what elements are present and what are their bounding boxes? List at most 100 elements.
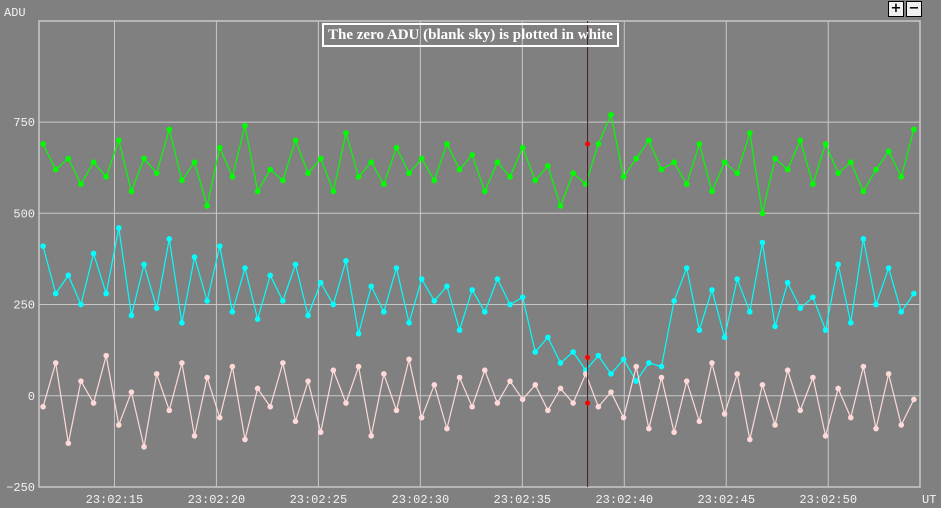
data-point-pink	[911, 396, 917, 403]
data-point-cyan	[570, 349, 576, 355]
zoom-in-button[interactable]: +	[888, 1, 904, 17]
data-point-pink	[166, 407, 173, 414]
data-point-cyan	[343, 257, 349, 264]
data-point-green	[431, 177, 438, 184]
data-point-pink	[810, 374, 816, 381]
data-point-cyan	[797, 305, 804, 311]
data-point-green	[418, 155, 425, 162]
data-point-cyan	[545, 334, 551, 341]
data-point-green	[128, 188, 135, 195]
data-point-green	[305, 170, 311, 176]
data-point-cyan	[557, 360, 564, 366]
data-point-pink	[153, 371, 160, 377]
x-tick-label: 23:02:15	[86, 493, 144, 507]
data-point-cyan	[179, 319, 185, 326]
data-point-green	[683, 181, 690, 187]
data-point-cyan	[507, 301, 513, 308]
data-point-green	[860, 188, 867, 195]
data-point-cyan	[646, 360, 652, 366]
data-point-green	[406, 170, 412, 176]
data-point-pink	[305, 378, 311, 384]
data-point-green	[191, 159, 198, 166]
data-point-cyan	[620, 356, 627, 363]
data-point-green	[545, 163, 551, 169]
data-point-green	[52, 166, 59, 173]
data-point-cyan	[633, 378, 640, 384]
zoom-out-button[interactable]: −	[906, 1, 922, 17]
data-point-cyan	[40, 243, 46, 249]
y-tick-label: 750	[13, 116, 35, 130]
data-point-cyan	[317, 279, 324, 286]
data-point-green	[381, 181, 387, 187]
data-point-green	[280, 177, 286, 184]
data-point-pink	[747, 436, 753, 443]
data-point-green	[747, 130, 753, 136]
data-point-green	[141, 155, 147, 162]
data-point-pink	[469, 403, 475, 410]
x-axis-label: UT	[922, 493, 936, 507]
data-point-pink	[797, 407, 804, 414]
data-point-cyan	[835, 261, 841, 268]
data-point-green	[456, 166, 463, 173]
data-point-pink	[683, 378, 690, 384]
data-point-green	[595, 141, 602, 147]
data-point-green	[784, 166, 791, 173]
data-point-pink	[216, 414, 223, 421]
data-point-cyan	[658, 363, 665, 370]
data-point-green	[179, 177, 185, 184]
data-point-cyan	[683, 265, 690, 271]
data-point-green	[532, 177, 539, 184]
data-point-green	[254, 188, 261, 195]
data-point-cyan	[65, 272, 72, 279]
cursor-marker	[585, 400, 591, 406]
data-point-cyan	[153, 305, 160, 311]
series-line-cyan	[42, 227, 915, 383]
data-point-pink	[254, 385, 261, 392]
data-point-cyan	[267, 272, 274, 279]
data-point-green	[368, 159, 375, 166]
data-point-green	[797, 137, 804, 144]
y-tick-label: 0	[28, 390, 35, 404]
data-point-pink	[847, 414, 854, 421]
data-point-pink	[835, 385, 841, 392]
data-point-cyan	[431, 298, 438, 304]
data-point-pink	[90, 400, 97, 406]
data-point-cyan	[166, 236, 173, 242]
data-point-green	[317, 155, 324, 162]
data-point-pink	[40, 403, 46, 410]
chart-title: The zero ADU (blank sky) is plotted in w…	[322, 23, 619, 47]
data-point-pink	[431, 382, 438, 388]
data-point-green	[216, 144, 223, 151]
data-point-pink	[406, 356, 412, 363]
data-point-pink	[608, 389, 614, 395]
data-point-pink	[179, 360, 185, 366]
data-point-pink	[570, 400, 576, 406]
data-point-green	[393, 144, 400, 151]
data-point-pink	[721, 411, 728, 417]
data-point-pink	[507, 378, 513, 384]
data-point-cyan	[103, 290, 109, 297]
data-point-cyan	[810, 294, 816, 301]
data-point-green	[570, 170, 576, 176]
data-point-cyan	[532, 349, 539, 355]
data-point-cyan	[381, 309, 387, 315]
y-tick-label: 250	[13, 299, 35, 313]
data-point-cyan	[519, 294, 526, 301]
data-point-green	[494, 159, 501, 166]
data-point-green	[507, 174, 513, 180]
data-point-cyan	[292, 261, 299, 268]
data-point-pink	[456, 374, 463, 381]
data-point-green	[40, 141, 46, 147]
data-point-green	[911, 126, 917, 133]
data-point-green	[90, 159, 97, 166]
data-point-pink	[860, 363, 867, 370]
data-point-cyan	[494, 276, 501, 282]
data-point-cyan	[860, 236, 867, 242]
data-point-cyan	[911, 290, 917, 297]
data-point-cyan	[734, 276, 740, 282]
cursor-marker	[585, 354, 591, 360]
data-point-green	[822, 141, 829, 147]
data-point-green	[103, 174, 109, 180]
